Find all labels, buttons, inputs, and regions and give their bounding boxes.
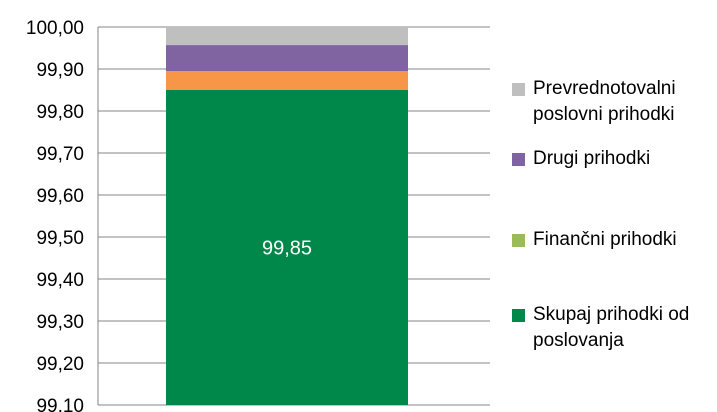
legend-label-financni: Finančni prihodki <box>533 229 677 250</box>
legend-swatch-skupaj <box>512 309 525 322</box>
legend-swatch-drugi <box>512 153 525 166</box>
legend-label-skupaj: Skupaj prihodki od poslovanja <box>533 304 690 351</box>
y-tick-label: 99,10 <box>36 396 84 412</box>
bar-segment-2 <box>166 71 408 90</box>
y-tick-label: 99,60 <box>36 186 84 207</box>
data-labels: 99,85 <box>262 238 312 260</box>
y-tick-label: 99,50 <box>36 228 84 249</box>
bar-segment-3 <box>166 45 408 72</box>
bar-segments <box>166 27 408 405</box>
legend-item-skupaj: Skupaj prihodki od poslovanja <box>512 302 713 354</box>
data-label: 99,85 <box>262 238 312 260</box>
legend-swatch-financni <box>512 234 525 247</box>
y-tick-label: 99,30 <box>36 312 84 333</box>
y-tick-label: 100,00 <box>26 18 84 39</box>
y-tick-label: 99,90 <box>36 60 84 81</box>
legend-label-drugi: Drugi prihodki <box>533 148 651 169</box>
legend-item-financni: Finančni prihodki <box>512 227 713 253</box>
legend-item-drugi: Drugi prihodki <box>512 146 713 172</box>
legend-label-prevrednotovalni: Prevrednotovalni poslovni prihodki <box>533 78 676 125</box>
bar-segment-4 <box>166 27 408 46</box>
y-tick-label: 99,20 <box>36 354 84 375</box>
y-tick-label: 99,80 <box>36 102 84 123</box>
stacked-bar-chart: 100,00 99,90 99,80 99,70 99,60 99,50 99,40 99,3… <box>26 18 490 412</box>
y-tick-label: 99,70 <box>36 144 84 165</box>
bar-segment-1 <box>166 90 408 405</box>
y-tick-label: 99,40 <box>36 270 84 291</box>
legend-item-prevrednotovalni: Prevrednotovalni poslovni prihodki <box>512 76 713 128</box>
y-axis-tick-labels: 100,00 99,90 99,80 99,70 99,60 99,50 99,40 99,3… <box>26 18 84 412</box>
legend-swatch-prevrednotovalni <box>512 83 525 96</box>
legend: Prevrednotovalni poslovni prihodki Drugi… <box>512 0 717 412</box>
